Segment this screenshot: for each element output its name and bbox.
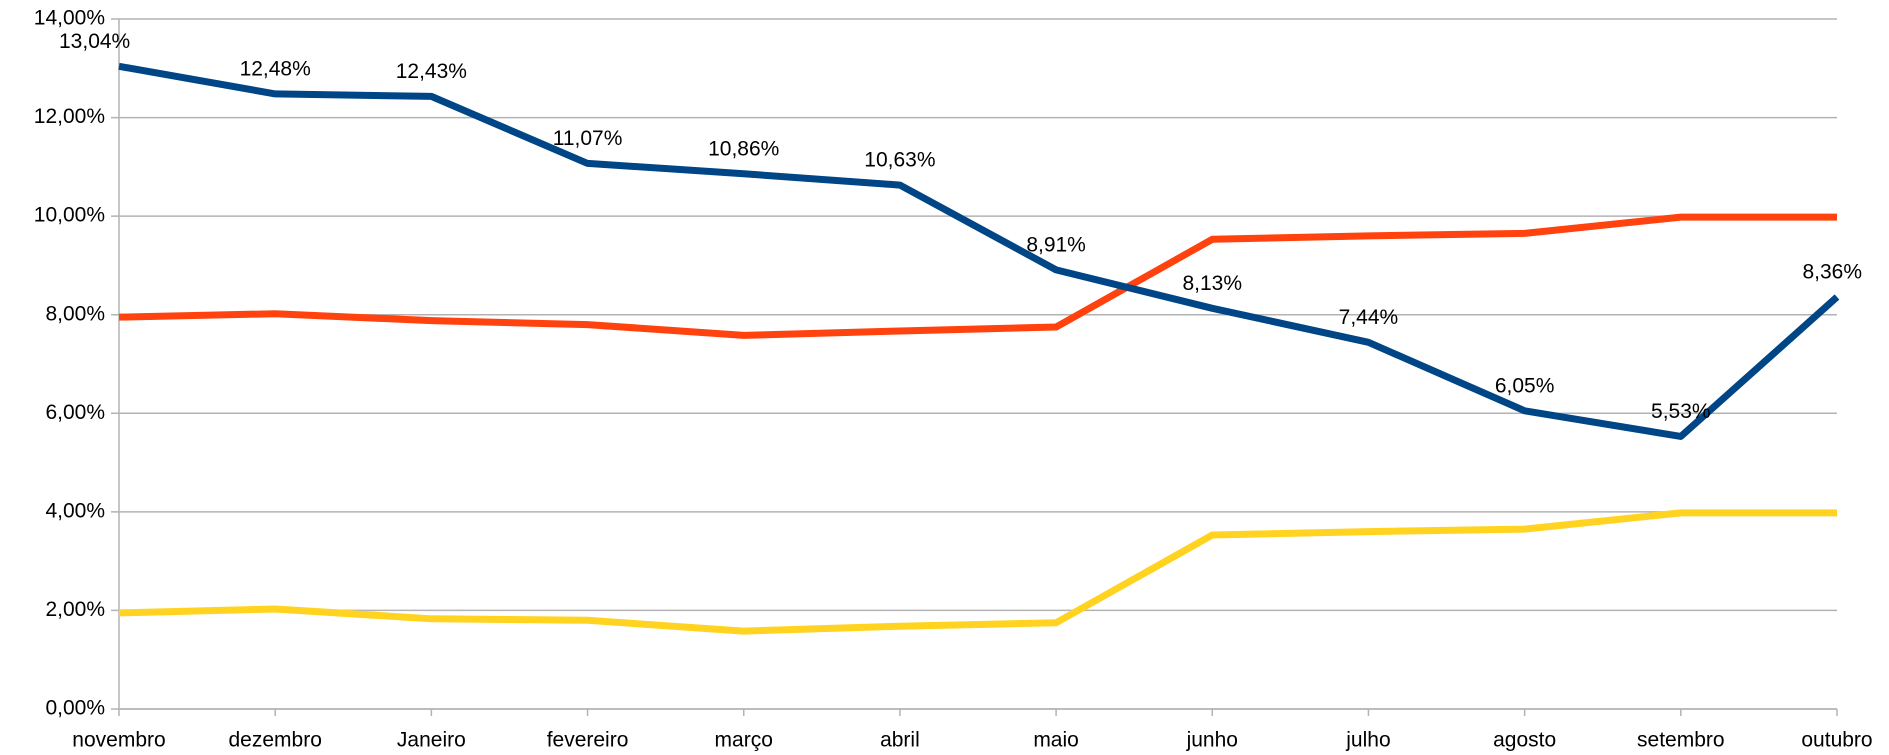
y-tick-label: 6,00% [45,401,105,424]
data-label: 10,86% [708,137,779,160]
data-label: 7,44% [1339,306,1399,329]
y-tick-label: 0,00% [45,697,105,720]
data-label: 12,43% [396,60,467,83]
data-label: 8,36% [1802,261,1862,284]
data-label: 5,53% [1651,400,1711,423]
series-line [118,62,1840,440]
series-line [118,509,1837,635]
data-label: 13,04% [59,30,130,53]
data-label: 12,48% [240,57,311,80]
x-tick-label: dezembro [228,729,321,752]
y-tick-label: 10,00% [34,204,105,227]
x-tick-label: fevereiro [547,729,629,752]
y-tick-label: 2,00% [45,598,105,621]
x-tick-label: Janeiro [397,729,466,752]
y-tick-label: 14,00% [34,7,105,30]
x-tick-label: julho [1345,729,1390,752]
data-label: 8,91% [1026,233,1086,256]
data-label: 11,07% [553,127,623,150]
x-tick-label: agosto [1493,729,1556,752]
x-tick-label: junho [1186,729,1238,752]
x-tick-label: setembro [1637,729,1725,752]
x-tick-label: outubro [1801,729,1872,752]
series-line [118,213,1837,339]
data-label: 10,63% [864,149,935,172]
data-label: 6,05% [1495,374,1555,397]
data-label: 8,13% [1182,272,1242,295]
x-tick-label: novembro [72,729,165,752]
x-tick-label: março [715,729,773,752]
x-tick-label: maio [1033,729,1079,752]
x-tick-label: abril [880,729,920,752]
y-tick-label: 8,00% [45,302,105,325]
y-tick-label: 12,00% [34,105,105,128]
y-tick-label: 4,00% [45,499,105,522]
